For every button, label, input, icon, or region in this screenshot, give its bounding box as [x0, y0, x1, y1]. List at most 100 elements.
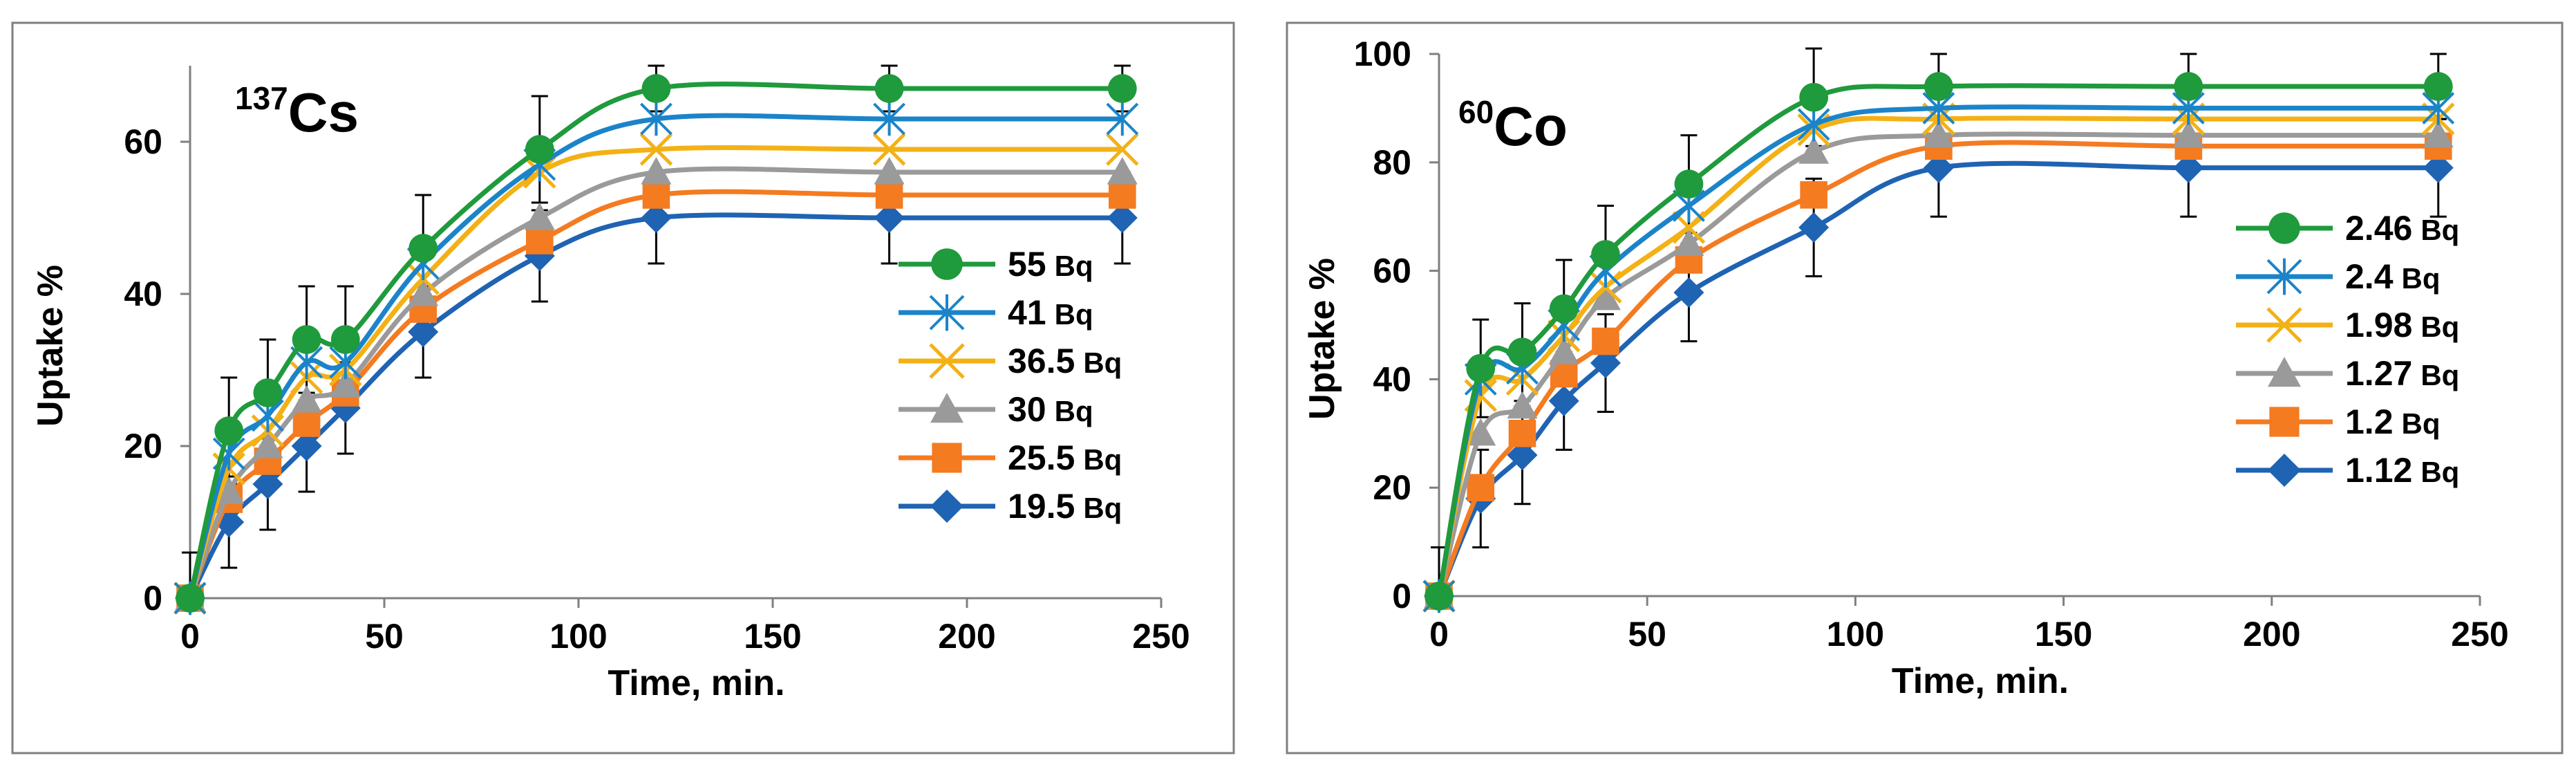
data-point: 90, 47	[526, 227, 554, 254]
legend-unit: Bq	[2420, 214, 2459, 246]
legend-unit: Bq	[2402, 407, 2441, 440]
data-point: 180, 53	[875, 181, 903, 209]
legend-label: 2.46 Bq	[2345, 209, 2459, 248]
data-point: 10, 14	[214, 476, 245, 504]
data-point: 180, 56	[874, 157, 905, 185]
legend-value: 2.4	[2345, 257, 2394, 296]
legend-marker	[930, 393, 963, 423]
data-point: 240, 56	[1107, 157, 1138, 185]
data-point: 10, 42	[1466, 353, 1496, 383]
data-point: 120, 67	[641, 74, 671, 103]
legend-label: 41 Bq	[1008, 293, 1093, 332]
legend-item: 1.12 Bq	[2236, 451, 2459, 490]
data-point: 60, 40	[408, 279, 439, 306]
legend-marker	[2266, 258, 2302, 295]
data-point: 240, 85	[2423, 120, 2454, 148]
x-tick-label: 50	[365, 617, 404, 656]
data-point: 20, 20	[252, 431, 283, 458]
data-point: 20, 45	[1507, 337, 1537, 367]
x-axis-title: Time, min.	[1892, 661, 2069, 701]
x-tick-label: 250	[1132, 617, 1190, 656]
legend-value: 2.46	[2345, 209, 2412, 248]
y-tick-label: 0	[143, 579, 162, 618]
data-point: 120, 56	[641, 157, 672, 185]
legend-unit: Bq	[1055, 298, 1093, 331]
data-point: 40, 34	[330, 325, 360, 354]
data-point: 60, 65	[1673, 228, 1704, 256]
legend-value: 19.5	[1008, 487, 1075, 526]
data-point: 20, 26	[1507, 440, 1538, 471]
data-point: 180, 50	[874, 203, 905, 233]
legend-label: 1.98 Bq	[2345, 306, 2459, 344]
legend-marker	[930, 490, 963, 523]
y-tick-label: 20	[124, 427, 162, 465]
legend-label: 55 Bq	[1008, 245, 1093, 284]
legend-unit: Bq	[1055, 250, 1093, 282]
y-tick-label: 100	[1354, 35, 1411, 73]
legend-value: 30	[1008, 390, 1046, 429]
legend-marker	[932, 443, 962, 473]
series-2-46: 0, 0 10, 42 20, 45 30, 53 40, 63 60, 76 90, 92…	[1425, 72, 2453, 611]
x-tick-label: 100	[1827, 615, 1884, 654]
y-tick-label: 80	[1373, 143, 1411, 182]
legend-item: 55 Bq	[899, 245, 1093, 284]
legend-item: 41 Bq	[899, 293, 1093, 332]
series-30: 0, 0 10, 14 20, 20 30, 26 40, 28 60, 40 90, 50…	[175, 157, 1138, 611]
data-point: 120, 59	[639, 133, 673, 166]
chart-co-60: 0 20 40 60 80 100 0 50 100 150 200 250 Time, min. Upt…	[1302, 35, 2509, 701]
series-line	[1436, 131, 2438, 597]
x-tick-label: 100	[549, 617, 607, 656]
series-1-27: 0, 0 10, 30 20, 35 30, 45 40, 55 60, 65 90, 82…	[1424, 120, 2454, 609]
legend-item: 2.46 Bq	[2236, 209, 2459, 248]
legend-marker	[2268, 454, 2301, 487]
x-tick-label: 200	[938, 617, 995, 656]
data-point: 120, 50	[641, 203, 672, 233]
legend-marker	[2268, 357, 2301, 387]
data-point: 90, 87	[1797, 107, 1830, 142]
y-tick-label: 60	[1373, 252, 1411, 290]
legend-marker	[929, 294, 965, 331]
series-55: 0, 0 10, 22 20, 27 30, 34 40, 34 60, 46 90, 59…	[176, 74, 1137, 613]
data-point: 240, 63	[1106, 102, 1139, 136]
legend-item: 2.4 Bq	[2236, 257, 2441, 296]
y-tick-label: 20	[1373, 468, 1411, 507]
isotope-symbol: Cs	[288, 82, 359, 143]
legend-marker	[2266, 307, 2302, 343]
legend-unit: Bq	[2402, 262, 2441, 295]
data-point: 60, 35	[408, 317, 439, 347]
data-point: 240, 59	[1106, 133, 1139, 166]
legend-item: 30 Bq	[899, 390, 1093, 429]
legend-label: 2.4 Bq	[2345, 257, 2441, 296]
data-point: 180, 85	[2173, 120, 2204, 148]
y-tick-label: 40	[124, 275, 162, 313]
isotope-label: 60Co	[1458, 94, 1568, 157]
data-point: 90, 59	[525, 135, 554, 164]
data-point: 30, 45	[1548, 337, 1579, 364]
y-tick-label: 40	[1373, 360, 1411, 398]
legend-unit: Bq	[1055, 395, 1093, 427]
data-point: 30, 34	[292, 325, 321, 354]
data-point: 0, 0	[1425, 582, 1454, 611]
data-point: 60, 56	[1673, 277, 1704, 308]
data-point: 180, 63	[873, 102, 906, 136]
legend-marker	[931, 248, 963, 280]
data-point: 20, 15	[252, 469, 283, 499]
data-point: 30, 26	[291, 385, 322, 413]
data-point: 10, 30	[1465, 418, 1496, 446]
data-point: 40, 28	[330, 370, 361, 398]
data-point: 10, 20	[1467, 474, 1495, 501]
data-point: 30, 53	[1549, 294, 1579, 324]
data-point: 10, 22	[214, 416, 244, 445]
data-point: 30, 20	[291, 431, 322, 461]
x-tick-label: 200	[2243, 615, 2300, 654]
data-point: 30, 36	[1548, 385, 1579, 416]
data-point: 40, 43	[1590, 347, 1621, 378]
data-point: 240, 94	[2423, 72, 2453, 101]
legend-item: 1.2 Bq	[2236, 402, 2441, 441]
data-point: 180, 79	[2173, 152, 2204, 183]
y-axis-title: Uptake %	[1302, 258, 1342, 420]
legend-label: 1.12 Bq	[2345, 451, 2459, 490]
